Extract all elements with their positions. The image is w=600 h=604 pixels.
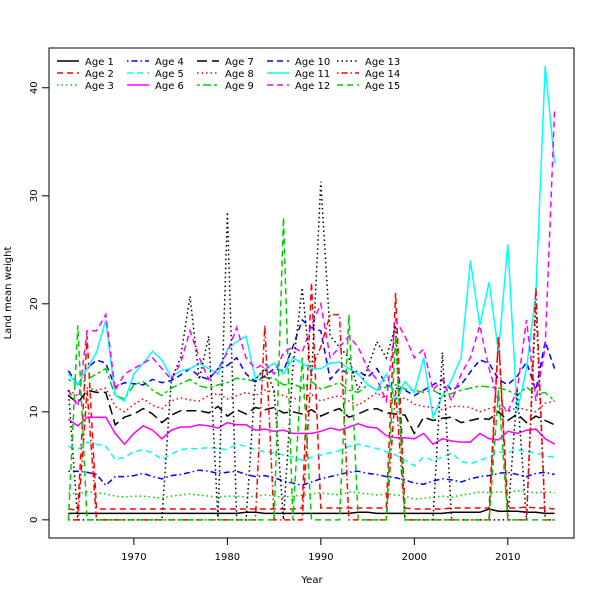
legend-label: Age 14 bbox=[365, 69, 400, 80]
series-group bbox=[67, 66, 556, 521]
legend-label: Age 6 bbox=[155, 81, 184, 92]
x-tick-label: 2010 bbox=[495, 552, 520, 563]
y-tick-label: 10 bbox=[29, 405, 40, 418]
plot-frame bbox=[48, 47, 575, 539]
legend-label: Age 9 bbox=[225, 81, 254, 92]
series-line-age-13 bbox=[67, 181, 555, 521]
series-line-age-8 bbox=[68, 387, 555, 413]
legend-label: Age 13 bbox=[365, 57, 400, 68]
legend-item-age-9: Age 9 bbox=[197, 81, 254, 92]
legend-item-age-13: Age 13 bbox=[337, 57, 400, 68]
legend-item-age-1: Age 1 bbox=[57, 57, 114, 68]
legend-item-age-3: Age 3 bbox=[57, 81, 114, 92]
legend-item-age-8: Age 8 bbox=[197, 69, 254, 80]
x-tick-label: 1970 bbox=[121, 552, 146, 563]
legend-label: Age 7 bbox=[225, 57, 254, 68]
legend-item-age-14: Age 14 bbox=[337, 69, 400, 80]
legend-item-age-4: Age 4 bbox=[127, 57, 184, 68]
series-line-age-9 bbox=[68, 367, 556, 402]
series-line-age-6 bbox=[67, 416, 555, 446]
legend-item-age-12: Age 12 bbox=[267, 81, 330, 92]
x-axis: 1970 1980 1990 2000 2010 bbox=[121, 537, 521, 563]
legend-label: Age 12 bbox=[295, 81, 330, 92]
legend-label: Age 11 bbox=[295, 69, 330, 80]
legend-label: Age 3 bbox=[85, 81, 114, 92]
x-tick-label: 1980 bbox=[215, 552, 240, 563]
series-line-age-5 bbox=[68, 441, 555, 467]
series-line-age-14 bbox=[68, 287, 555, 521]
series-line-age-15 bbox=[67, 217, 555, 521]
legend-label: Age 1 bbox=[85, 57, 114, 68]
legend-item-age-11: Age 11 bbox=[267, 69, 330, 80]
y-tick-label: 20 bbox=[29, 297, 40, 310]
legend-item-age-5: Age 5 bbox=[127, 69, 184, 80]
legend-label: Age 2 bbox=[85, 69, 114, 80]
legend-label: Age 5 bbox=[155, 69, 184, 80]
series-line-age-11 bbox=[67, 66, 556, 420]
series-line-age-3 bbox=[68, 489, 555, 501]
x-axis-label: Year bbox=[300, 575, 323, 586]
legend-label: Age 4 bbox=[155, 57, 184, 68]
series-line-age-1 bbox=[68, 508, 555, 515]
legend-label: Age 10 bbox=[295, 57, 330, 68]
legend-item-age-15: Age 15 bbox=[337, 81, 400, 92]
legend-label: Age 15 bbox=[365, 81, 400, 92]
series-line-age-4 bbox=[68, 469, 555, 487]
legend-label: Age 8 bbox=[225, 69, 254, 80]
series-line-age-7 bbox=[67, 389, 555, 435]
y-axis-label: Land mean weight bbox=[3, 247, 14, 340]
legend-item-age-7: Age 7 bbox=[197, 57, 254, 68]
x-tick-label: 2000 bbox=[402, 552, 427, 563]
y-tick-label: 30 bbox=[29, 189, 40, 202]
x-tick-label: 1990 bbox=[308, 552, 333, 563]
y-axis: 0 10 20 30 40 bbox=[29, 81, 50, 523]
legend-item-age-6: Age 6 bbox=[127, 81, 184, 92]
y-tick-label: 40 bbox=[29, 81, 40, 94]
legend-item-age-2: Age 2 bbox=[57, 69, 114, 80]
legend-item-age-10: Age 10 bbox=[267, 57, 330, 68]
series-line-age-12 bbox=[67, 109, 556, 414]
y-tick-label: 0 bbox=[29, 517, 40, 523]
